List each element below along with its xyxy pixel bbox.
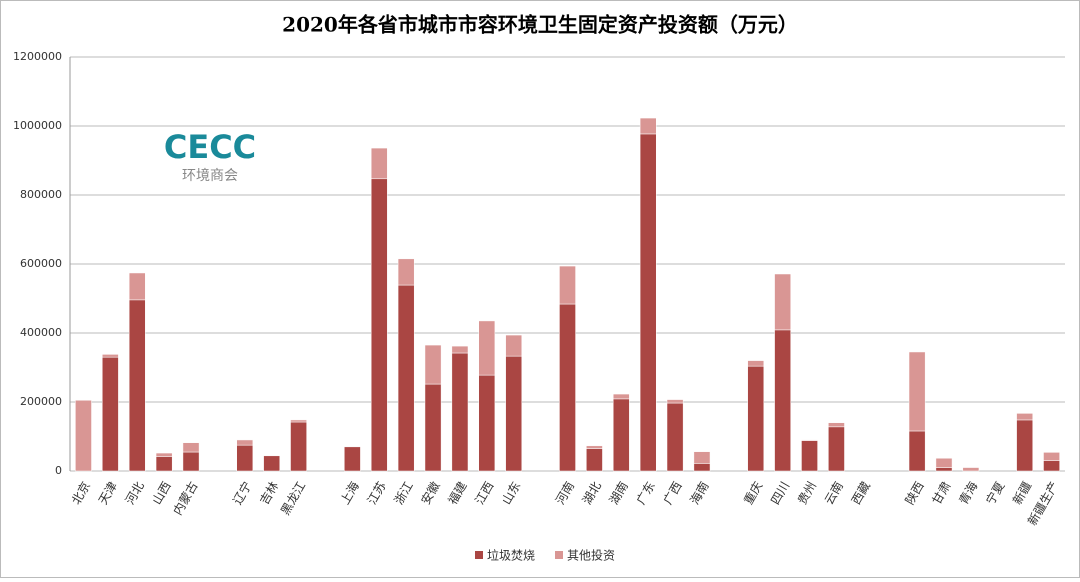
bar-segment (397, 258, 415, 286)
bar-segment (828, 426, 845, 472)
y-tick-label: 1200000 (13, 50, 62, 63)
bar-segment (908, 430, 926, 472)
bar-segment (451, 345, 469, 354)
y-tick-label: 1000000 (13, 119, 62, 132)
bar-segment (828, 422, 845, 428)
bar-segment (908, 351, 926, 432)
bar-segment (612, 393, 630, 400)
y-tick-label: 800000 (20, 188, 62, 201)
bar-segment (639, 117, 657, 135)
bar-segment (370, 178, 388, 472)
bar-segment (128, 299, 146, 472)
y-tick-label: 400000 (20, 326, 62, 339)
bar-segment (1016, 413, 1033, 421)
bar-segment (182, 442, 200, 453)
chart-title: 2020年各省市城市市容环境卫生固定资产投资额（万元） (282, 13, 798, 37)
bar-segment (1043, 452, 1060, 461)
bar-segment (774, 329, 791, 472)
logo-text: CECC (164, 128, 256, 166)
bar-segment (451, 352, 469, 472)
bar-segment (75, 400, 92, 472)
bar-segment (693, 451, 711, 464)
bar-segment (505, 355, 523, 472)
legend-label: 其他投资 (567, 548, 615, 563)
bar-segment (102, 354, 119, 358)
bar-segment (747, 360, 765, 367)
bar-segment (182, 451, 200, 472)
bar-segment (478, 374, 496, 472)
bar-segment (478, 320, 496, 376)
bar-segment (263, 455, 281, 472)
bar-segment (801, 440, 818, 472)
bar-segment (128, 272, 146, 301)
y-tick-label: 200000 (20, 395, 62, 408)
y-tick-label: 600000 (20, 257, 62, 270)
bar-segment (639, 133, 657, 472)
bar-segment (424, 344, 442, 385)
bar-segment (586, 448, 603, 472)
bar-segment (155, 452, 173, 457)
bar-segment (612, 398, 630, 472)
bar-segment (747, 365, 765, 472)
bar-segment (397, 284, 415, 472)
bar-segment (236, 444, 254, 472)
bar-segment (559, 303, 576, 472)
bar-segment (962, 467, 980, 472)
legend-swatch (555, 551, 563, 559)
bar-segment (424, 383, 442, 472)
bar-segment (666, 402, 684, 472)
bar-segment (290, 421, 307, 472)
bar-segment (155, 456, 173, 472)
bar-segment (774, 273, 791, 331)
bar-segment (290, 419, 307, 423)
bar-segment (935, 457, 953, 468)
bar-segment (559, 265, 576, 305)
bar-segment (236, 439, 254, 446)
legend-swatch (475, 551, 483, 559)
bar-segment (1016, 419, 1033, 472)
bar-segment (344, 446, 361, 472)
legend-label: 垃圾焚烧 (487, 548, 535, 563)
bar-segment (586, 445, 603, 449)
bar-segment (801, 439, 818, 441)
logo-subtitle: 环境商会 (182, 168, 238, 184)
bar-segment (1043, 460, 1060, 472)
bar-segment (693, 463, 711, 472)
bar-segment (102, 356, 119, 472)
bar-segment (505, 334, 523, 357)
bar-segment (666, 399, 684, 404)
bar-segment (370, 147, 388, 180)
bar-segment (935, 467, 953, 472)
y-tick-label: 0 (55, 464, 62, 477)
